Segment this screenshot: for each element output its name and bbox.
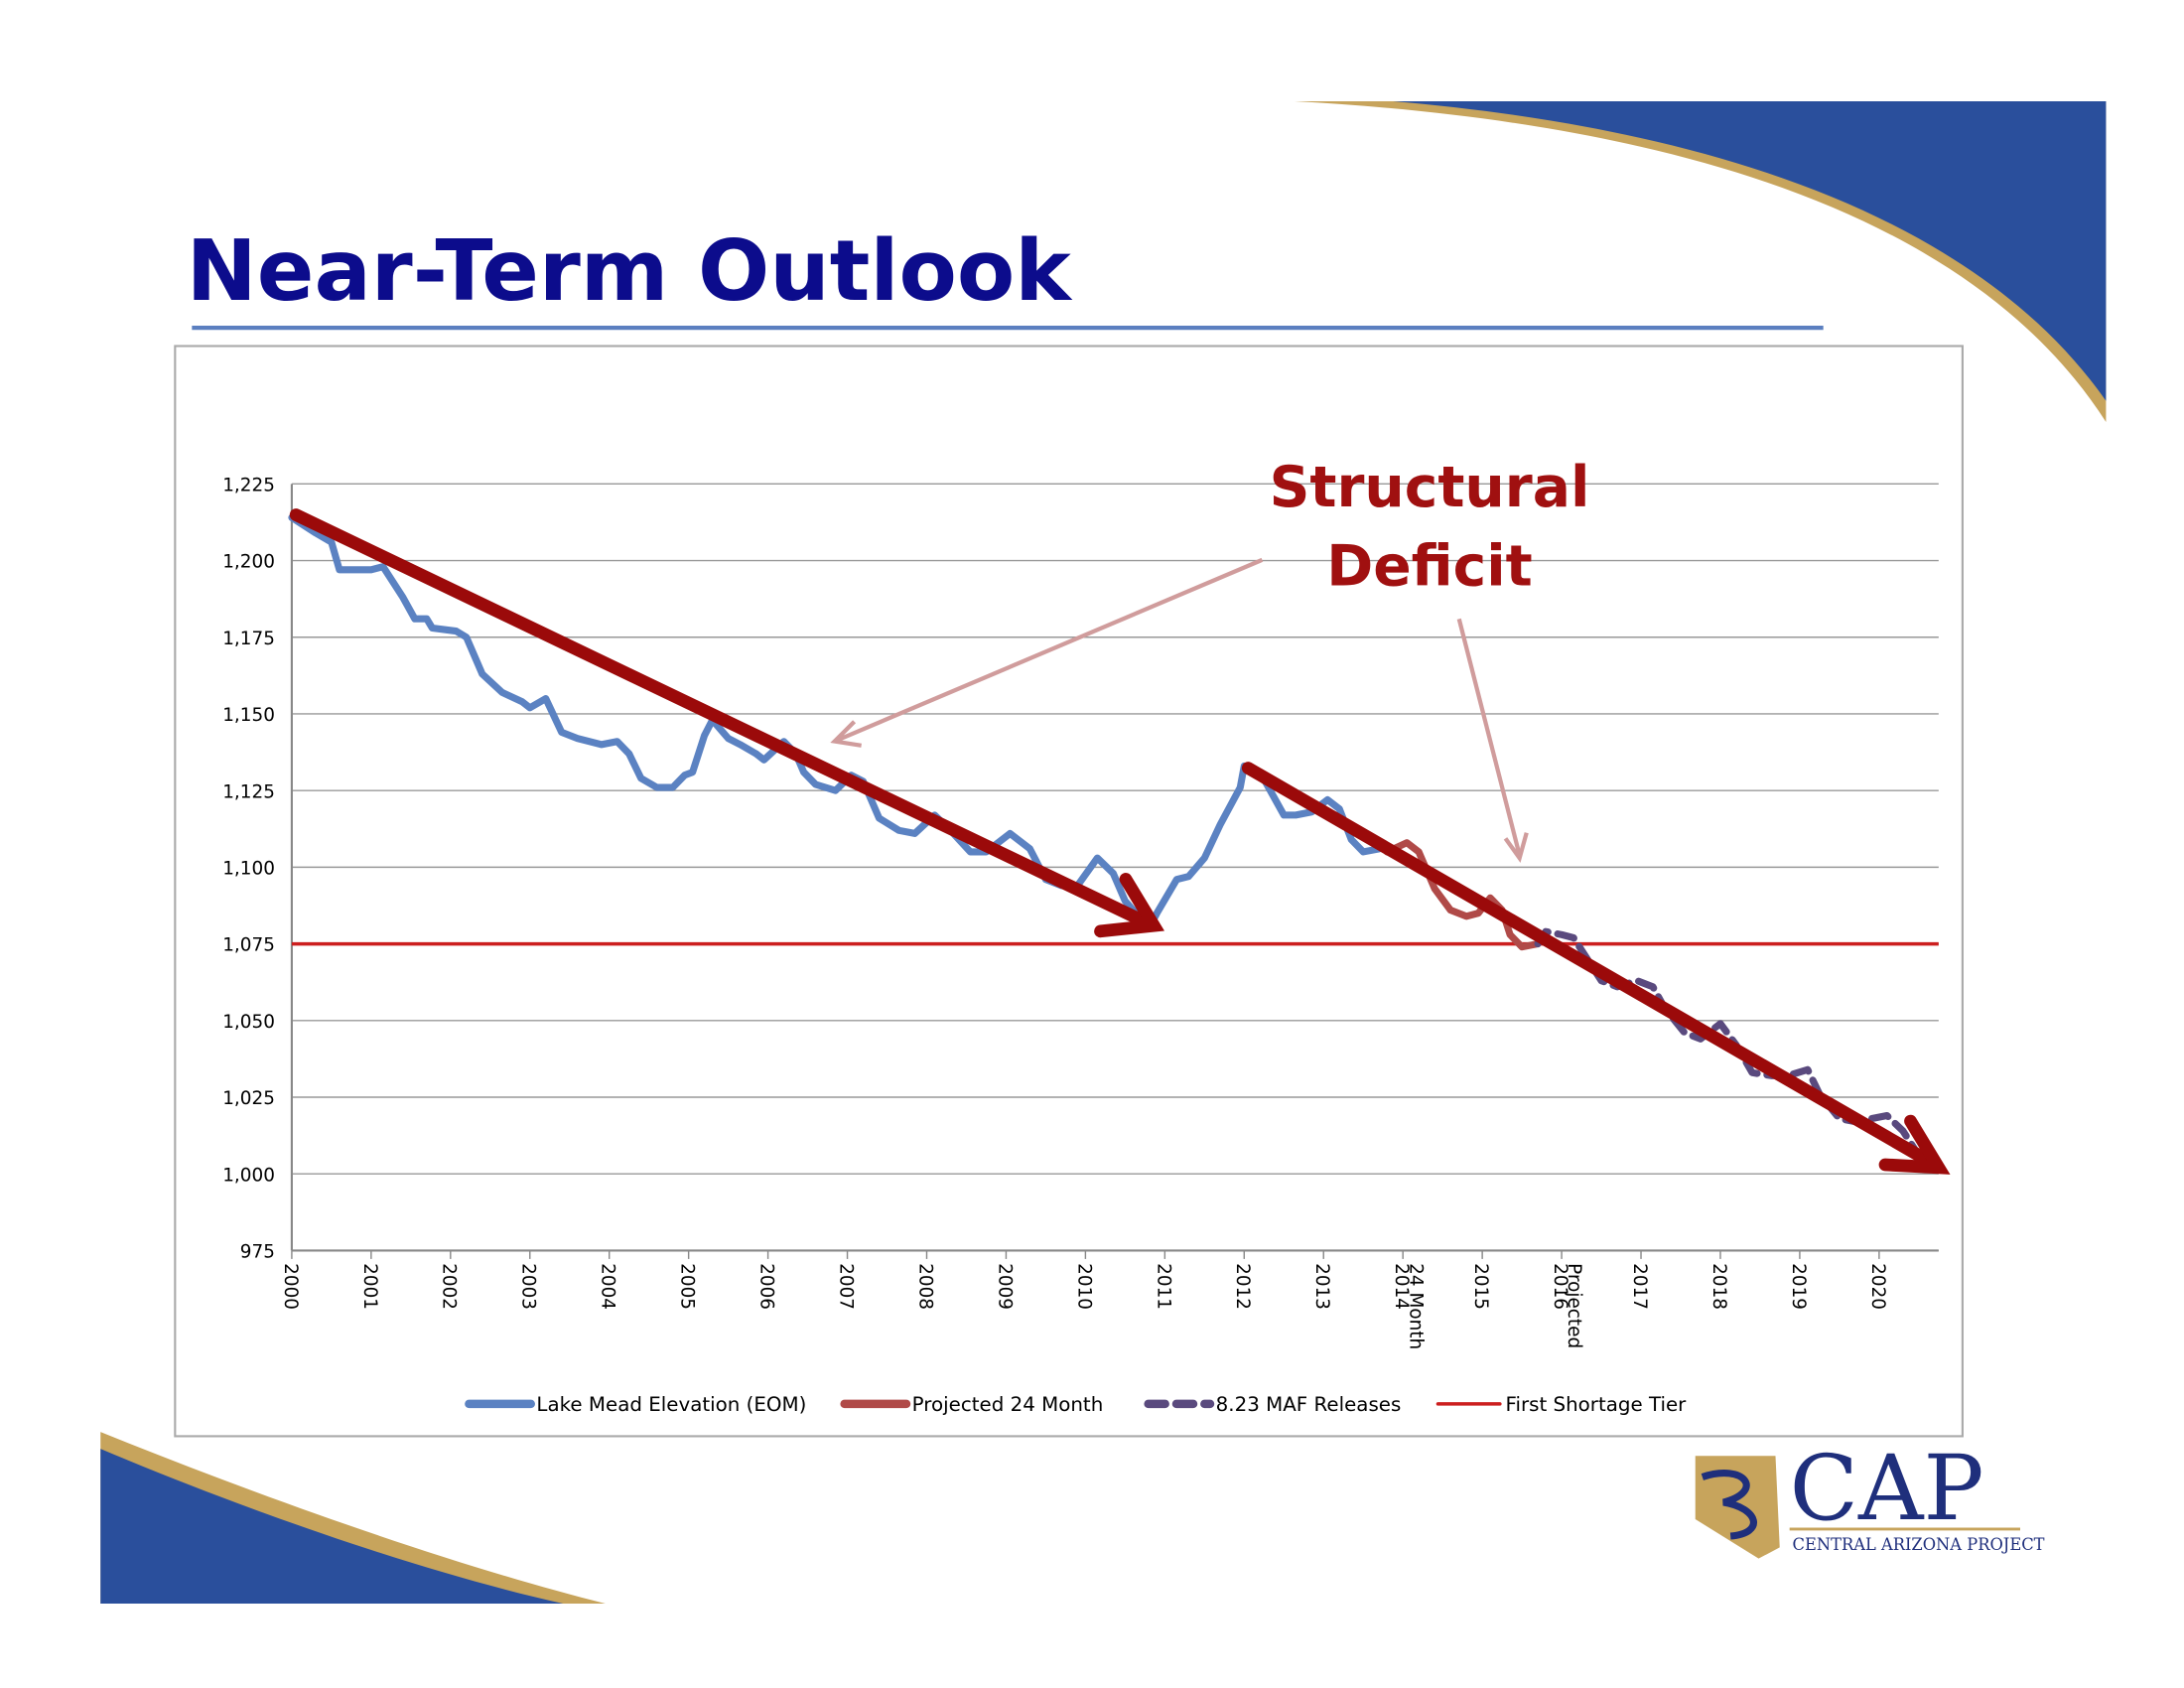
x-note: Projected	[1564, 1263, 1584, 1348]
y-tick-label: 1,075	[222, 935, 275, 956]
x-tick-label: 2014	[1391, 1263, 1412, 1310]
logo: CAP CENTRAL ARIZONA PROJECT	[1695, 1437, 2045, 1559]
trend-arrows	[289, 508, 1951, 1175]
pointer-arrow	[1456, 618, 1522, 856]
x-tick-label: 2005	[677, 1263, 698, 1310]
x-tick-label: 2011	[1153, 1263, 1173, 1310]
x-tick-label: 2016	[1550, 1263, 1570, 1310]
x-tick-label: 2009	[994, 1263, 1015, 1310]
decor-blue	[1393, 101, 2107, 401]
legend-label: Lake Mead Elevation (EOM)	[536, 1393, 806, 1416]
x-note: 24 Month	[1405, 1263, 1426, 1349]
x-tick-label: 2017	[1629, 1263, 1650, 1310]
y-tick-label: 1,000	[222, 1165, 275, 1186]
arrow-head	[1878, 1114, 1951, 1175]
x-tick-label: 2008	[914, 1263, 935, 1310]
arrow-head	[830, 720, 862, 748]
arrow-head	[1094, 873, 1164, 938]
legend-label: First Shortage Tier	[1506, 1393, 1688, 1416]
trend-arrow	[289, 508, 1154, 929]
pointer-arrow	[833, 557, 1264, 744]
plot: 975 1,000 1,025 1,050 1,075 1,100 1,125 1,150 1,…	[222, 475, 1939, 1416]
y-tick-label: 1,175	[222, 629, 275, 649]
x-tick-label: 2015	[1470, 1263, 1491, 1310]
x-tick-label: 2013	[1311, 1263, 1332, 1310]
series-line	[288, 513, 1383, 932]
y-tick-label: 975	[240, 1242, 275, 1263]
annotation: Deficit	[1326, 533, 1533, 599]
y-tick-label: 1,225	[222, 475, 275, 495]
series-line	[1383, 839, 1542, 951]
y-tick-label: 1,100	[222, 858, 275, 879]
logo-mark	[1701, 1470, 1757, 1540]
x-tick-label: 2003	[518, 1263, 539, 1310]
decor-blue	[100, 1449, 564, 1604]
y-tick-label: 1,150	[222, 705, 275, 726]
x-tick-label: 2001	[359, 1263, 380, 1310]
arrow-head	[1503, 832, 1529, 864]
legend-label: Projected 24 Month	[912, 1393, 1104, 1416]
annotation: Structural	[1270, 455, 1590, 520]
x-tick-label: 2002	[439, 1263, 460, 1310]
logo-text: CAP	[1790, 1437, 1984, 1541]
y-tick-label: 1,200	[222, 552, 275, 573]
slide-title: Near-Term Outlook	[187, 222, 1074, 321]
x-tick-label: 2006	[756, 1263, 777, 1310]
x-tick-label: 2000	[280, 1263, 301, 1310]
y-tick-label: 1,025	[222, 1088, 275, 1109]
trend-arrow	[1241, 762, 1937, 1169]
x-tick-label: 2007	[835, 1263, 856, 1310]
x-tick-label: 2018	[1708, 1263, 1729, 1310]
y-tick-label: 1,125	[222, 781, 275, 802]
x-tick-label: 2010	[1073, 1263, 1094, 1310]
x-tick-label: 2020	[1867, 1263, 1888, 1310]
x-tick-label: 2012	[1232, 1263, 1253, 1310]
x-tick-label: 2019	[1788, 1263, 1809, 1310]
logo-subtitle: CENTRAL ARIZONA PROJECT	[1793, 1535, 2045, 1554]
pointer-arrows	[830, 557, 1529, 864]
y-tick-label: 1,050	[222, 1012, 275, 1033]
legend-label: 8.23 MAF Releases	[1216, 1393, 1402, 1416]
x-tick-label: 2004	[598, 1263, 618, 1310]
